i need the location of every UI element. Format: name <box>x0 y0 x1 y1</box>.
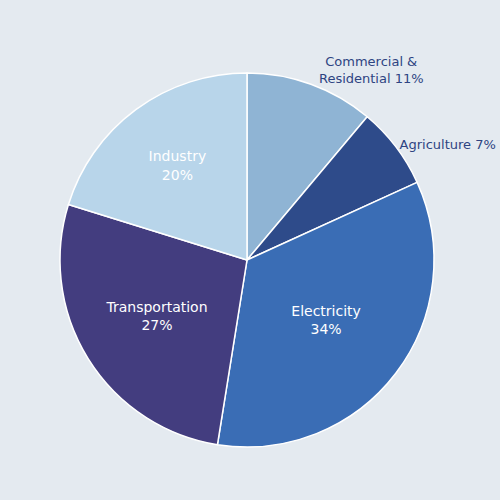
svg-text:Industry20%: Industry20% <box>149 148 207 182</box>
svg-text:Agriculture 7%: Agriculture 7% <box>400 137 496 152</box>
svg-text:Commercial &Residential 11%: Commercial &Residential 11% <box>319 54 424 86</box>
svg-text:Transportation27%: Transportation27% <box>105 299 207 333</box>
svg-text:Electricity34%: Electricity34% <box>291 303 361 337</box>
